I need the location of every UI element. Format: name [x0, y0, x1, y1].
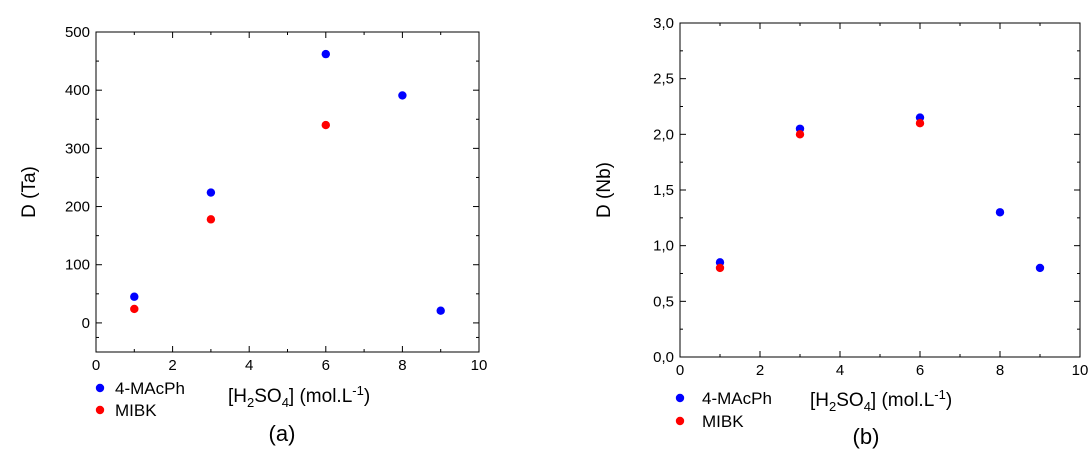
y-tick-label: 1,0: [653, 238, 674, 255]
panel-caption: (b): [853, 424, 880, 449]
x-axis-label-part: 2: [829, 399, 836, 414]
y-axis-label: D (Nb): [594, 162, 615, 218]
x-tick-label: 6: [916, 362, 924, 379]
y-tick-label: 0,5: [653, 293, 674, 310]
x-axis-label-part: SO: [836, 390, 863, 411]
x-tick-label: 10: [471, 357, 488, 374]
data-point-4-macph: [206, 188, 216, 197]
x-tick-label: 6: [322, 357, 330, 374]
legend-label: MIBK: [702, 412, 744, 431]
y-axis-label: D (Ta): [19, 166, 40, 218]
data-point-mibk: [915, 119, 925, 128]
data-point-mibk: [715, 263, 725, 273]
x-tick-label: 0: [676, 362, 684, 379]
legend-marker: [675, 393, 685, 403]
x-axis-label-part: ] (mol.L: [289, 386, 352, 407]
legend-marker: [95, 383, 105, 393]
y-tick-label: 0,0: [653, 349, 674, 366]
plot-frame: [95, 31, 480, 353]
x-axis-label-part: ): [364, 386, 370, 407]
chart-panel-b: 0 2 4 6 8 100,00,51,01,52,02,53,0D (Nb)[H2SO4…: [594, 15, 1088, 449]
x-axis-label-part: [H: [810, 390, 829, 411]
y-tick-label: 2,0: [653, 126, 674, 143]
y-tick-label: 1,5: [653, 182, 674, 199]
legend-label: 4-MAcPh: [115, 379, 185, 398]
x-axis-label: [H2SO4] (mol.L-1): [228, 383, 370, 410]
y-tick-label: 0: [82, 315, 90, 332]
x-axis-label-part: 2: [247, 395, 254, 410]
x-axis-label-part: 4: [864, 399, 871, 414]
y-tick-label: 500: [65, 24, 90, 41]
x-tick-label: 2: [756, 362, 764, 379]
y-tick-label: 3,0: [653, 15, 674, 32]
x-tick-label: 4: [245, 357, 253, 374]
y-tick-label: 100: [65, 257, 90, 274]
data-point-4-macph: [1035, 263, 1045, 273]
y-tick-label: 200: [65, 199, 90, 216]
plot-frame: [679, 22, 1081, 358]
x-tick-label: 8: [996, 362, 1004, 379]
y-tick-label: 300: [65, 140, 90, 157]
data-point-4-macph: [995, 208, 1005, 217]
data-point-mibk: [321, 120, 330, 130]
x-axis-label-part: -1: [352, 383, 364, 398]
data-point-mibk: [795, 130, 805, 139]
x-axis-label-part: ): [946, 390, 952, 411]
data-point-4-macph: [398, 91, 407, 100]
x-axis-label-part: ] (mol.L: [871, 390, 934, 411]
legend-marker: [675, 416, 685, 426]
legend-marker: [95, 405, 105, 415]
x-tick-label: 4: [836, 362, 844, 379]
x-tick-label: 2: [168, 357, 176, 374]
data-point-4-macph: [321, 49, 330, 59]
panel-caption: (a): [269, 421, 296, 446]
x-axis-label-part: SO: [254, 386, 281, 407]
x-axis-label: [H2SO4] (mol.L-1): [810, 387, 952, 414]
x-axis-label-part: -1: [934, 387, 946, 402]
x-tick-label: 0: [92, 357, 100, 374]
y-tick-label: 2,5: [653, 71, 674, 88]
data-point-mibk: [130, 304, 139, 314]
x-tick-label: 8: [398, 357, 406, 374]
data-point-4-macph: [436, 306, 445, 315]
legend-label: 4-MAcPh: [702, 389, 772, 408]
x-axis-label-part: 4: [282, 395, 289, 410]
x-tick-label: 10: [1072, 362, 1089, 379]
x-axis-label-part: [H: [228, 386, 247, 407]
data-point-4-macph: [130, 292, 139, 301]
legend-label: MIBK: [115, 401, 157, 420]
data-point-mibk: [206, 215, 216, 224]
y-tick-label: 400: [65, 82, 90, 99]
